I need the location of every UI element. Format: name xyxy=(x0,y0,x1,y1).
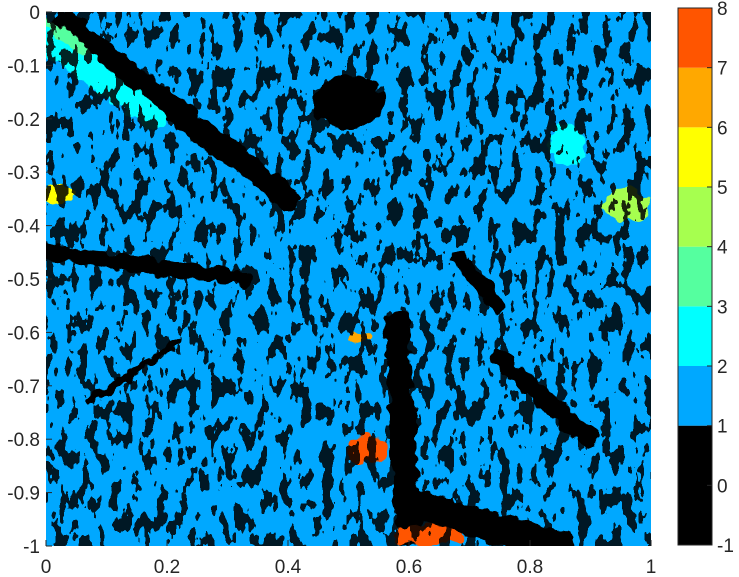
colorbar-tick-label: -1 xyxy=(717,536,734,557)
y-tick-label: -0.9 xyxy=(7,484,40,505)
y-tick-label: -0.3 xyxy=(7,163,40,184)
y-tick-label: -0.6 xyxy=(7,323,40,344)
colorbar-tick-label: 5 xyxy=(717,178,728,199)
y-tick-label: -0.4 xyxy=(7,217,40,238)
y-tick-label: -0.1 xyxy=(7,56,40,77)
colorbar-segment xyxy=(678,425,712,545)
y-axis: 0 -0.1 -0.2 -0.3 -0.4 -0.5 -0.6 -0.7 -0.8 -0.9 -1 xyxy=(7,3,52,558)
y-tick-label: 0 xyxy=(29,3,40,24)
colorbar-segment xyxy=(678,306,712,366)
colorbar-frame xyxy=(677,7,713,546)
colorbar-tick-label: 7 xyxy=(717,59,728,80)
x-tick-label: 0.6 xyxy=(396,557,422,577)
colorbar-segment xyxy=(678,127,712,187)
colorbar-tick-label: 4 xyxy=(717,238,728,259)
colorbar-segment xyxy=(678,246,712,307)
x-tick-label: 0.8 xyxy=(517,557,543,577)
colorbar: 8 7 6 5 4 3 2 1 0 -1 xyxy=(677,0,734,557)
y-tick-label: -1 xyxy=(23,537,40,558)
colorbar-segment xyxy=(678,67,712,128)
x-tick-label: 1 xyxy=(646,557,657,577)
colorbar-tick-label: 1 xyxy=(717,417,728,438)
colorbar-segment xyxy=(678,187,712,247)
y-tick-label: -0.5 xyxy=(7,270,40,291)
x-tick-label: 0.4 xyxy=(275,557,302,577)
colorbar-tick-label: 0 xyxy=(717,476,728,497)
colorbar-tick-label: 3 xyxy=(717,297,728,318)
colorbar-tick-label: 2 xyxy=(717,357,728,378)
x-tick-label: 0.2 xyxy=(154,557,180,577)
heatmap-speckle-texture xyxy=(46,12,651,546)
colorbar-segment xyxy=(678,8,712,68)
colorbar-segment xyxy=(678,366,712,426)
plot-area xyxy=(46,12,651,546)
y-tick-label: -0.2 xyxy=(7,110,40,131)
y-tick-label: -0.8 xyxy=(7,430,40,451)
x-axis: 0 0.2 0.4 0.6 0.8 1 xyxy=(41,540,657,577)
y-tick-label: -0.7 xyxy=(7,377,40,398)
colorbar-tick-label: 8 xyxy=(717,0,728,20)
x-tick-label: 0 xyxy=(41,557,52,577)
colorbar-tick-label: 6 xyxy=(717,118,728,139)
